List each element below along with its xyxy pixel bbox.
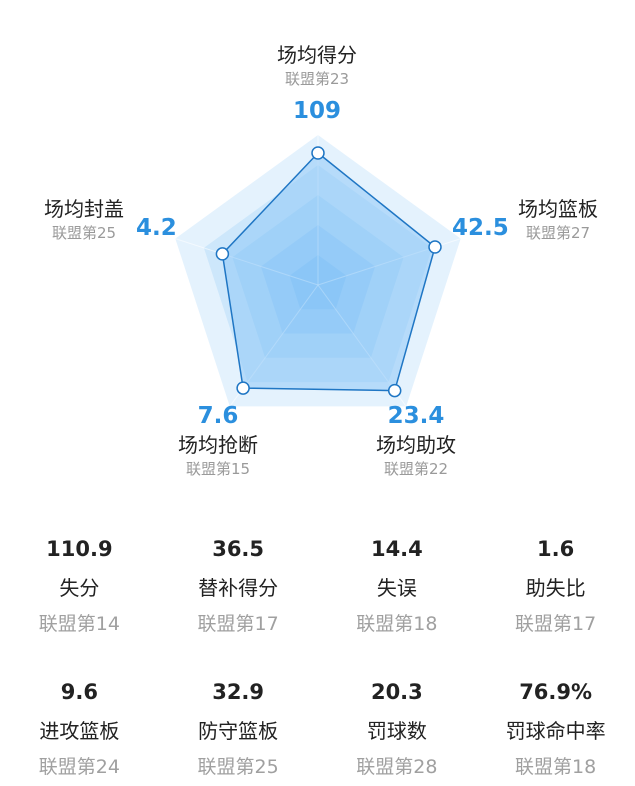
radar-point-pts bbox=[311, 146, 325, 160]
stat-name: 进攻篮板 bbox=[39, 719, 120, 743]
stat-name: 罚球命中率 bbox=[505, 719, 606, 743]
stat-value: 32.9 bbox=[212, 680, 265, 704]
stat-bench-points: 36.5 替补得分 联盟第17 bbox=[159, 534, 318, 638]
radar-point-blk bbox=[215, 247, 230, 261]
axis-label-stl: 场均抢断 联盟第15 bbox=[168, 432, 268, 480]
axis-name-ast: 场均助攻 bbox=[376, 433, 456, 457]
axis-label-blk: 场均封盖 联盟第25 bbox=[34, 196, 134, 244]
axis-value-pts: 109 bbox=[292, 98, 341, 124]
axis-rank-stl: 联盟第15 bbox=[185, 460, 251, 478]
stat-rank: 联盟第25 bbox=[197, 756, 279, 778]
stat-rank: 联盟第17 bbox=[515, 613, 597, 635]
stat-name: 失分 bbox=[59, 576, 100, 600]
stat-rank: 联盟第24 bbox=[38, 756, 120, 778]
axis-name-blk: 场均封盖 bbox=[44, 197, 124, 221]
stat-rank: 联盟第28 bbox=[356, 756, 438, 778]
radar-point-ast bbox=[387, 383, 402, 398]
axis-value-reb: 42.5 bbox=[452, 215, 509, 241]
stat-ast-to-ratio: 1.6 助失比 联盟第17 bbox=[476, 534, 635, 638]
stat-free-throws: 20.3 罚球数 联盟第28 bbox=[318, 677, 477, 781]
stat-name: 罚球数 bbox=[366, 719, 427, 743]
axis-name-stl: 场均抢断 bbox=[178, 433, 258, 457]
axis-value-stl: 7.6 bbox=[197, 403, 239, 429]
axis-value-blk: 4.2 bbox=[136, 215, 177, 241]
stat-name: 防守篮板 bbox=[198, 719, 279, 743]
axis-rank-blk: 联盟第25 bbox=[51, 224, 117, 242]
stat-opp-points: 110.9 失分 联盟第14 bbox=[0, 534, 159, 638]
stat-rank: 联盟第17 bbox=[197, 613, 279, 635]
stat-name: 替补得分 bbox=[198, 576, 279, 600]
stat-rank: 联盟第14 bbox=[38, 613, 120, 635]
stat-turnovers: 14.4 失误 联盟第18 bbox=[318, 534, 477, 638]
axis-label-pts: 场均得分 联盟第23 bbox=[267, 42, 367, 90]
axis-rank-pts: 联盟第23 bbox=[284, 70, 350, 88]
stat-rank: 联盟第18 bbox=[356, 613, 438, 635]
radar-point-stl bbox=[236, 381, 250, 395]
axis-name-reb: 场均篮板 bbox=[518, 197, 598, 221]
axis-label-reb: 场均篮板 联盟第27 bbox=[508, 196, 608, 244]
stats-row-1: 110.9 失分 联盟第14 36.5 替补得分 联盟第17 14.4 失误 联… bbox=[0, 534, 635, 638]
stat-value: 110.9 bbox=[46, 537, 113, 561]
stat-rank: 联盟第18 bbox=[515, 756, 597, 778]
stat-value: 1.6 bbox=[537, 537, 575, 561]
stat-name: 失误 bbox=[376, 576, 417, 600]
stat-value: 76.9% bbox=[519, 680, 593, 704]
axis-value-ast: 23.4 bbox=[387, 403, 445, 429]
stat-off-rebounds: 9.6 进攻篮板 联盟第24 bbox=[0, 677, 159, 781]
axis-rank-ast: 联盟第22 bbox=[383, 460, 449, 478]
stat-value: 20.3 bbox=[370, 680, 423, 704]
axis-rank-reb: 联盟第27 bbox=[525, 224, 591, 242]
radar-data-polygon bbox=[221, 151, 436, 392]
radar-chart bbox=[175, 135, 461, 407]
stat-name: 助失比 bbox=[525, 576, 586, 600]
stat-value: 36.5 bbox=[212, 537, 265, 561]
stats-row-2: 9.6 进攻篮板 联盟第24 32.9 防守篮板 联盟第25 20.3 罚球数 … bbox=[0, 677, 635, 781]
stat-value: 14.4 bbox=[370, 537, 423, 561]
axis-name-pts: 场均得分 bbox=[277, 43, 357, 67]
axis-label-ast: 场均助攻 联盟第22 bbox=[366, 432, 466, 480]
stat-def-rebounds: 32.9 防守篮板 联盟第25 bbox=[159, 677, 318, 781]
stat-value: 9.6 bbox=[60, 680, 98, 704]
stat-ft-percentage: 76.9% 罚球命中率 联盟第18 bbox=[476, 677, 635, 781]
radar-point-reb bbox=[428, 240, 442, 254]
radar-data-points bbox=[215, 146, 442, 398]
